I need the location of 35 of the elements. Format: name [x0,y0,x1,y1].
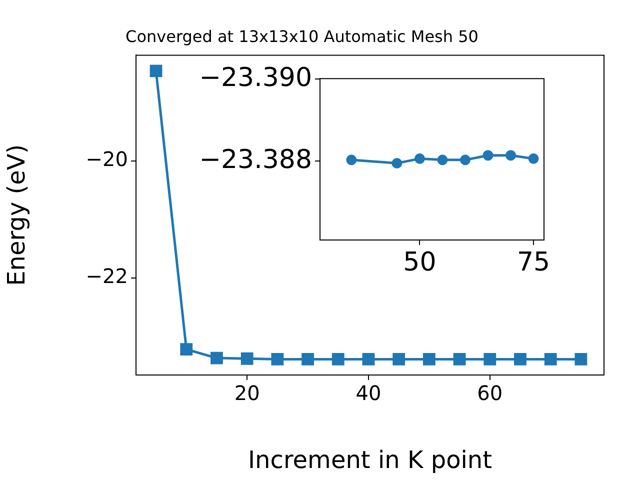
point [302,353,314,366]
y-axis-title: Energy (eV) [2,144,31,286]
point [514,353,526,366]
point [482,150,494,161]
point [180,343,193,356]
point [346,154,357,166]
x-tick-label: 20 [234,381,260,406]
y-tick-label: −22 [86,264,128,288]
point [210,352,223,364]
point [362,353,375,366]
x-axis-title: Increment in K point [248,446,492,474]
chart-title: Converged at 13x13x10 Automatic Mesh 50 [126,26,478,46]
point [240,352,254,365]
point [392,158,402,168]
y-tick-label: −20 [86,147,128,172]
point [528,153,539,164]
y-tick-label: −23.388 [199,144,312,175]
point [271,353,284,366]
point [437,154,448,166]
point [574,353,588,366]
point [332,353,344,366]
point [544,353,557,366]
x-tick-label: 75 [516,247,550,278]
point [150,64,162,78]
point [460,154,470,166]
point [484,353,496,366]
point [414,153,425,164]
y-tick-label: −23.390 [199,62,312,93]
point [422,353,436,366]
x-tick-label: 60 [477,381,503,406]
x-tick-label: 50 [403,247,436,278]
point [392,353,406,366]
point [453,353,466,366]
point [506,150,516,161]
x-tick-label: 40 [356,381,382,406]
